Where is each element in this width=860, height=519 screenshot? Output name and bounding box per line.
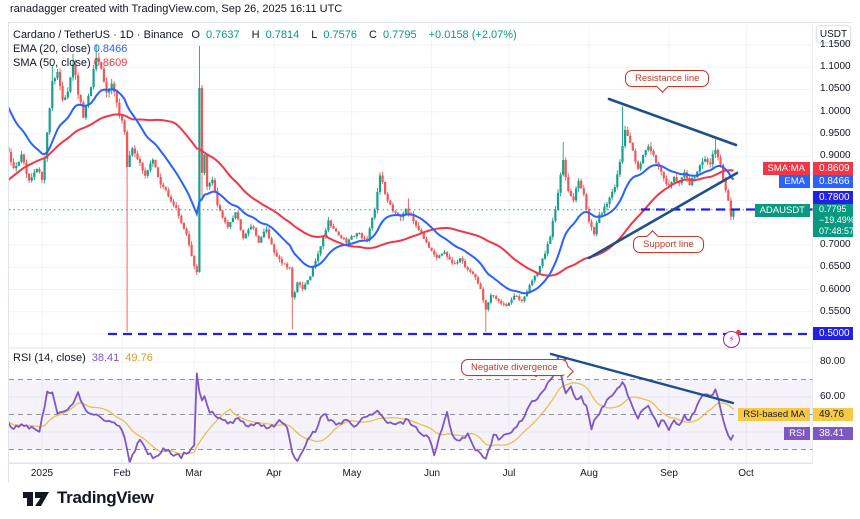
main-legend: Cardano / TetherUS · 1D · Binance O 0.7637…: [13, 28, 523, 70]
sma-label-badge: SMA:MA: [762, 162, 810, 175]
grid: [9, 23, 813, 463]
ema-price-badge: 0.8466: [813, 175, 853, 188]
rsi-price-badge: 38.41: [813, 427, 853, 440]
symbol-label-badge: ADAUSDT: [754, 204, 810, 217]
price-tick: 1.1000: [820, 61, 851, 72]
change-value: +0.0158 (+2.07%): [428, 29, 517, 41]
price-tick: 1.0000: [820, 106, 851, 117]
tradingview-logo[interactable]: TradingView: [22, 488, 154, 508]
ema-line[interactable]: [9, 88, 735, 295]
rsi-tick: 80.00: [820, 356, 846, 367]
rsi-tick: 60.00: [820, 391, 846, 402]
divergence-trendline[interactable]: [549, 352, 735, 405]
rsi-line[interactable]: [9, 356, 735, 463]
time-scale[interactable]: 2025 Feb Mar Apr May Jun Jul Aug Sep Oct: [9, 463, 813, 483]
rsi-legend[interactable]: RSI (14, close) 38.41 49.76: [13, 352, 153, 364]
price-tick: 0.9000: [820, 150, 851, 161]
month-label: Apr: [266, 468, 282, 479]
month-label: Feb: [113, 468, 131, 479]
sma-price-badge: 0.8609: [813, 162, 853, 175]
lightning-event-icon[interactable]: ⚡: [723, 330, 741, 348]
tradingview-logo-mark: [23, 492, 49, 506]
month-label: 2025: [30, 468, 54, 479]
price-tick: 0.7000: [820, 239, 851, 250]
notification-dot: [736, 330, 741, 335]
ema-label-badge: EMA: [779, 175, 810, 188]
resistance-callout[interactable]: Resistance line: [625, 70, 710, 93]
price-tick: 0.6500: [820, 261, 851, 272]
candlestick-series: [9, 44, 735, 332]
support-trendline[interactable]: [587, 171, 739, 260]
month-label: May: [342, 468, 362, 479]
level-050-badge: 0.5000: [813, 327, 853, 340]
price-tick: 1.0500: [820, 83, 851, 94]
price-tick: 0.5500: [820, 306, 851, 317]
month-label: Jun: [423, 468, 441, 479]
last-price-countdown-badge: 0.7795 −19.49% 07:48:57: [813, 204, 855, 237]
price-scale[interactable]: USDT 1.1500 1.1000 1.0500 1.0000 0.9500 0.900…: [813, 23, 855, 483]
ohlc-values: O 0.7637 H 0.7814 L 0.7576 C 0.7795 +0.0158 (+2.…: [191, 29, 517, 41]
price-tick: 1.1500: [820, 39, 851, 50]
symbol-title[interactable]: Cardano / TetherUS · 1D · Binance: [13, 29, 184, 41]
sma-legend[interactable]: SMA (50, close) 0.8609: [13, 57, 128, 69]
credit-line: ranadagger created with TradingView.com,…: [10, 3, 343, 15]
chart-widget: Cardano / TetherUS · 1D · Binance O 0.7637…: [8, 22, 855, 483]
tradingview-logo-text: TradingView: [57, 488, 154, 507]
rsi-ma-line[interactable]: [9, 382, 734, 455]
rsi-label-badge: RSI: [784, 427, 810, 440]
rsi-ma-label-badge: RSI-based MA: [738, 408, 810, 421]
chart-canvas[interactable]: [9, 23, 853, 483]
price-tick: 0.6000: [820, 284, 851, 295]
currency-unit-button[interactable]: USDT: [816, 25, 851, 43]
level-078-badge: 0.7800: [813, 191, 853, 204]
rsi-pane: [9, 352, 813, 463]
month-label: Aug: [580, 468, 598, 479]
month-label: Sep: [660, 468, 678, 479]
month-label: Jul: [502, 468, 516, 479]
month-label: Mar: [185, 468, 203, 479]
support-callout[interactable]: Support line: [633, 230, 704, 253]
resistance-trendline[interactable]: [607, 97, 738, 147]
price-tick: 0.9500: [820, 128, 851, 139]
month-label: Oct: [738, 468, 754, 479]
ema-legend[interactable]: EMA (20, close) 0.8466: [13, 43, 128, 55]
divergence-callout[interactable]: Negative divergence: [461, 359, 574, 378]
rsi-ma-price-badge: 49.76: [813, 408, 853, 421]
